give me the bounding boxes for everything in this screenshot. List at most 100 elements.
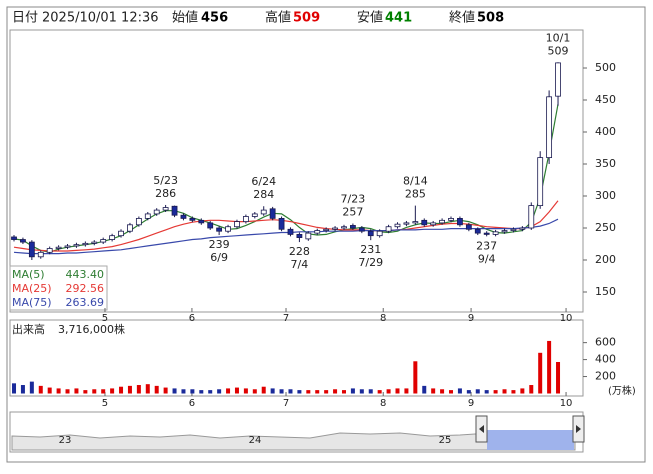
candle-body bbox=[555, 62, 561, 97]
volume-title: 出来高 bbox=[12, 322, 45, 336]
legend-name: MA(75) bbox=[12, 296, 52, 309]
candle-body bbox=[216, 227, 223, 232]
ma-legend bbox=[9, 265, 108, 311]
x-tick-label: 5 bbox=[102, 313, 108, 324]
candle-body bbox=[501, 230, 508, 233]
volume-x-tick-label: 10 bbox=[560, 398, 573, 409]
volume-y-tick-label: 600 bbox=[595, 336, 616, 349]
annotation-date: 7/23 bbox=[341, 193, 366, 206]
candle-body bbox=[421, 219, 428, 226]
volume-x-tick-label: 8 bbox=[380, 398, 386, 409]
volume-bar bbox=[136, 385, 141, 394]
candle-body bbox=[510, 228, 517, 231]
volume-bar bbox=[252, 389, 257, 394]
volume-bar bbox=[270, 388, 275, 394]
candle-body bbox=[20, 239, 26, 243]
candle-body bbox=[430, 222, 437, 226]
navigator-label: 24 bbox=[249, 435, 262, 446]
annotation-value: 228 bbox=[289, 245, 310, 258]
candle-body bbox=[519, 227, 526, 230]
candle-body bbox=[412, 221, 419, 224]
annotation-value: 509 bbox=[548, 44, 569, 57]
field-label: 終値 bbox=[449, 10, 475, 26]
volume-bar bbox=[538, 352, 543, 394]
candle-body bbox=[269, 208, 276, 219]
volume-bar bbox=[234, 387, 239, 394]
candle-body bbox=[358, 227, 365, 232]
candle-body bbox=[403, 222, 410, 225]
field-value: 456 bbox=[201, 11, 228, 26]
volume-bar bbox=[199, 390, 204, 394]
candle-body bbox=[439, 219, 445, 224]
candle-body bbox=[465, 224, 472, 230]
volume-bar bbox=[413, 361, 418, 394]
annotation-value: 231 bbox=[360, 243, 381, 256]
candle-body bbox=[323, 228, 330, 231]
volume-bar bbox=[333, 389, 338, 394]
field-value: 441 bbox=[385, 11, 412, 26]
volume-bar bbox=[484, 390, 489, 394]
candle-body bbox=[341, 226, 347, 229]
candle-body bbox=[314, 230, 321, 234]
annotation-date: 6/24 bbox=[251, 175, 276, 188]
candle-body bbox=[28, 241, 35, 258]
candle-body bbox=[109, 235, 116, 240]
candle-body bbox=[537, 157, 544, 207]
volume-y-tick-label: 200 bbox=[595, 370, 616, 383]
candle-body bbox=[37, 251, 44, 258]
volume-bar bbox=[324, 390, 329, 394]
candle-body bbox=[73, 244, 80, 247]
volume-bar bbox=[547, 340, 552, 394]
y-tick-label: 300 bbox=[595, 189, 616, 202]
volume-bar bbox=[359, 389, 364, 394]
volume-bar bbox=[47, 387, 52, 394]
date-label: 日付 bbox=[12, 11, 38, 26]
volume-x-tick-label: 6 bbox=[189, 398, 195, 409]
volume-bar bbox=[502, 389, 507, 394]
x-tick-label: 9 bbox=[468, 313, 474, 324]
y-tick-label: 400 bbox=[595, 125, 616, 138]
annotation-date: 10/1 bbox=[546, 31, 571, 44]
annotation-value: 257 bbox=[342, 206, 363, 219]
field-label: 高値 bbox=[265, 10, 291, 26]
annotation-date: 7/29 bbox=[358, 256, 383, 269]
volume-bar bbox=[145, 384, 150, 394]
candle-body bbox=[394, 223, 401, 228]
volume-bar bbox=[74, 388, 79, 394]
volume-total: 3,716,000株 bbox=[58, 322, 125, 336]
volume-panel bbox=[9, 319, 584, 397]
candle-body bbox=[118, 230, 124, 237]
annotation-value: 284 bbox=[253, 188, 274, 201]
annotation-value: 286 bbox=[155, 187, 176, 200]
navigator-label: 23 bbox=[59, 435, 72, 446]
legend-value: 292.56 bbox=[66, 282, 105, 295]
volume-bar bbox=[20, 385, 25, 394]
candle-body bbox=[242, 216, 249, 223]
volume-bar bbox=[395, 388, 400, 394]
y-tick-label: 350 bbox=[595, 157, 616, 170]
y-tick-label: 200 bbox=[595, 253, 616, 266]
candle-body bbox=[198, 219, 205, 224]
annotation-date: 6/9 bbox=[210, 251, 228, 264]
date: 2025/10/01 12:36 bbox=[42, 11, 159, 26]
volume-bar bbox=[279, 389, 284, 394]
volume-bar bbox=[386, 389, 391, 394]
volume-bar bbox=[190, 389, 195, 394]
volume-bar bbox=[92, 389, 97, 394]
candle-body bbox=[457, 218, 463, 226]
volume-bar bbox=[475, 389, 480, 394]
candle-body bbox=[46, 248, 53, 253]
volume-bar bbox=[217, 389, 222, 394]
field-label: 安値 bbox=[357, 10, 383, 26]
volume-bar bbox=[243, 388, 248, 394]
candle-body bbox=[11, 236, 17, 240]
volume-bar bbox=[431, 388, 436, 394]
volume-bar bbox=[350, 388, 355, 394]
volume-bar bbox=[288, 389, 293, 394]
volume-x-tick-label: 7 bbox=[283, 398, 289, 409]
y-tick-label: 500 bbox=[595, 61, 616, 74]
candle-body bbox=[528, 205, 535, 229]
x-tick-label: 8 bbox=[380, 313, 386, 324]
candle-body bbox=[162, 207, 169, 211]
volume-bar bbox=[377, 390, 382, 394]
